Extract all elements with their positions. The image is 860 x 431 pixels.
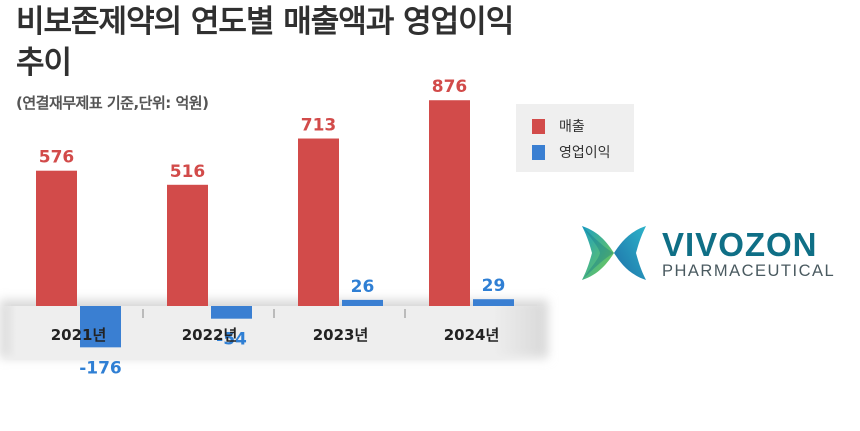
chart-title: 비보존제약의 연도별 매출액과 영업이익 추이 — [16, 4, 514, 81]
sales-value-label: 876 — [432, 77, 468, 97]
operating-profit-bar — [80, 306, 121, 348]
x-tick-label: 2021년 — [51, 326, 107, 344]
operating-profit-value-label: 26 — [351, 277, 375, 297]
sales-bar — [429, 100, 470, 306]
legend-label-sales: 매출 — [559, 119, 585, 135]
vivozon-logo-mark-icon — [582, 226, 646, 280]
x-tick-label: 2024년 — [444, 326, 500, 344]
operating-profit-bar — [342, 299, 383, 306]
chart-legend: 매출 영업이익 — [516, 104, 634, 172]
operating-profit-value-label: -176 — [79, 358, 122, 378]
legend-label-operating-profit: 영업이익 — [559, 145, 611, 161]
chart-subtitle: (연결재무제표 기준,단위: 억원) — [16, 94, 209, 112]
operating-profit-value-label: 29 — [482, 276, 506, 296]
sales-value-label: 713 — [301, 116, 337, 136]
legend-swatch-operating-profit — [532, 144, 545, 160]
sales-bar — [36, 170, 77, 306]
x-tick-label: 2023년 — [313, 326, 369, 344]
vivozon-logo: VIVOZON PHARMACEUTICAL — [578, 222, 848, 288]
operating-profit-bar — [211, 306, 252, 319]
sales-value-label: 576 — [39, 148, 75, 168]
logo-name: VIVOZON — [662, 226, 818, 263]
operating-profit-value-label: -54 — [216, 330, 247, 350]
legend-item-operating-profit: 영업이익 — [532, 141, 611, 163]
legend-item-sales: 매출 — [532, 115, 585, 137]
sales-bar — [298, 138, 339, 306]
sales-value-label: 516 — [170, 162, 206, 182]
x-tick-label: 2022년 — [182, 326, 238, 344]
legend-swatch-sales — [532, 118, 545, 134]
logo-tagline: PHARMACEUTICAL — [662, 262, 836, 280]
sales-bar — [167, 184, 208, 306]
operating-profit-bar — [473, 299, 514, 306]
